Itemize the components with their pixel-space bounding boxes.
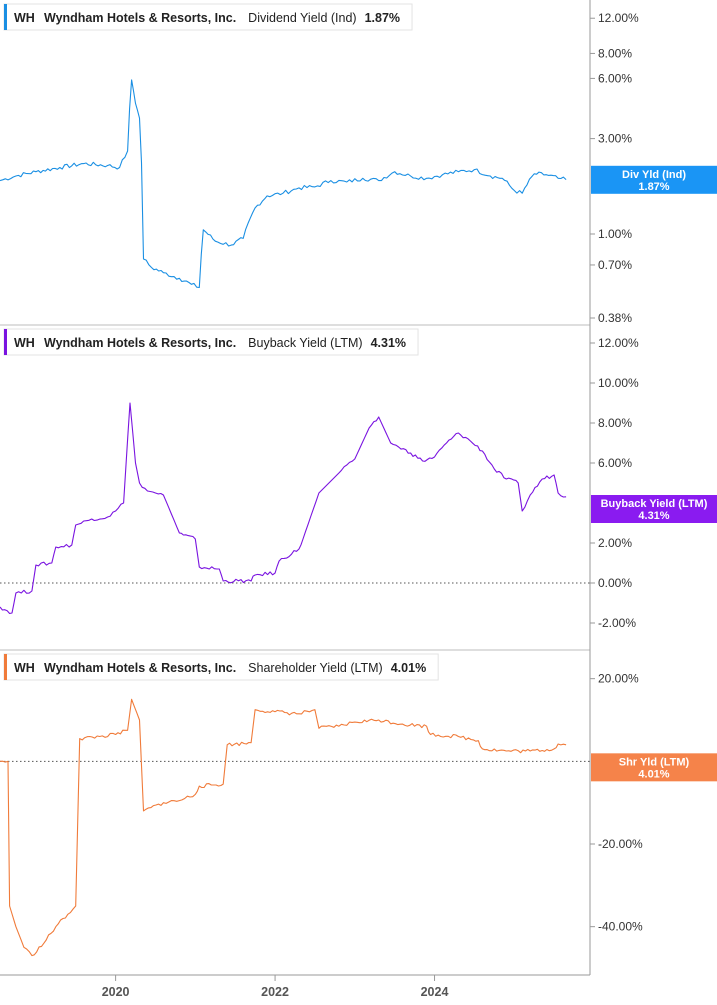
- y-tick-label: -20.00%: [598, 837, 643, 851]
- value-tag-value: 4.31%: [638, 510, 669, 522]
- legend-company: Wyndham Hotels & Resorts, Inc.: [44, 336, 236, 350]
- legend-company: Wyndham Hotels & Resorts, Inc.: [44, 11, 236, 25]
- y-tick-label: 8.00%: [598, 416, 632, 430]
- x-tick-label: 2024: [421, 985, 449, 999]
- value-tag-label: Buyback Yield (LTM): [601, 498, 708, 510]
- value-tag: [591, 495, 717, 523]
- value-tag-value: 4.01%: [638, 768, 669, 780]
- legend-ticker: WH: [14, 11, 35, 25]
- y-tick-label: 12.00%: [598, 336, 639, 350]
- legend-color-bar: [4, 654, 7, 680]
- y-tick-label: 3.00%: [598, 132, 632, 146]
- y-tick-label: 20.00%: [598, 672, 639, 686]
- value-tag-label: Shr Yld (LTM): [619, 756, 690, 768]
- x-tick-label: 2020: [102, 985, 130, 999]
- legend-color-bar: [4, 4, 7, 30]
- y-tick-label: 12.00%: [598, 11, 639, 25]
- legend-value: 1.87%: [365, 11, 400, 25]
- y-tick-label: 1.00%: [598, 227, 632, 241]
- legend-metric: Shareholder Yield (LTM): [248, 661, 383, 675]
- legend-company: Wyndham Hotels & Resorts, Inc.: [44, 661, 236, 675]
- panel-1: 12.00%8.00%6.00%3.00%1.00%0.70%0.38%2.00…: [0, 3, 717, 326]
- value-tag: [591, 165, 717, 194]
- legend-metric: Buyback Yield (LTM): [248, 336, 362, 350]
- value-tag-label: Div Yld (Ind): [622, 169, 686, 181]
- y-tick-label: 0.00%: [598, 576, 632, 590]
- y-tick-label: 10.00%: [598, 376, 639, 390]
- panel-2: 12.00% 10.00% 8.00% 6.00% 2.00% 0.00% -2.00% 4.…: [0, 328, 717, 651]
- y-tick-label: -40.00%: [598, 920, 643, 934]
- x-tick-label: 2022: [261, 985, 289, 999]
- value-tag-value: 1.87%: [638, 181, 669, 193]
- series-line: [0, 698, 567, 957]
- legend-box: [3, 3, 413, 31]
- legend-box: [3, 328, 419, 356]
- series-line: [0, 79, 567, 289]
- y-tick-label: 0.70%: [598, 258, 632, 272]
- value-tag: [591, 753, 717, 782]
- legend-metric: Dividend Yield (Ind): [248, 11, 356, 25]
- y-tick-label: 6.00%: [598, 456, 632, 470]
- legend: WH Wyndham Hotels & Resorts, Inc. Buyback …: [3, 328, 419, 356]
- legend: WH Wyndham Hotels & Resorts, Inc. Dividend…: [3, 3, 413, 31]
- legend-box: [3, 653, 439, 681]
- legend-value: 4.31%: [371, 336, 406, 350]
- y-tick-label: 0.38%: [598, 311, 632, 325]
- panel-3: 20.00%-20.00%-40.00%0.00%Shr Yld (LTM)4.…: [0, 653, 717, 976]
- legend-ticker: WH: [14, 336, 35, 350]
- series-line: [0, 402, 567, 615]
- y-tick-label: 8.00%: [598, 46, 632, 60]
- y-tick-label: -2.00%: [598, 616, 636, 630]
- legend: WH Wyndham Hotels & Resorts, Inc. Sharehol…: [3, 653, 439, 681]
- y-tick-label: 2.00%: [598, 536, 632, 550]
- legend-value: 4.01%: [391, 661, 426, 675]
- legend-ticker: WH: [14, 661, 35, 675]
- legend-color-bar: [4, 329, 7, 355]
- y-tick-label: 6.00%: [598, 71, 632, 85]
